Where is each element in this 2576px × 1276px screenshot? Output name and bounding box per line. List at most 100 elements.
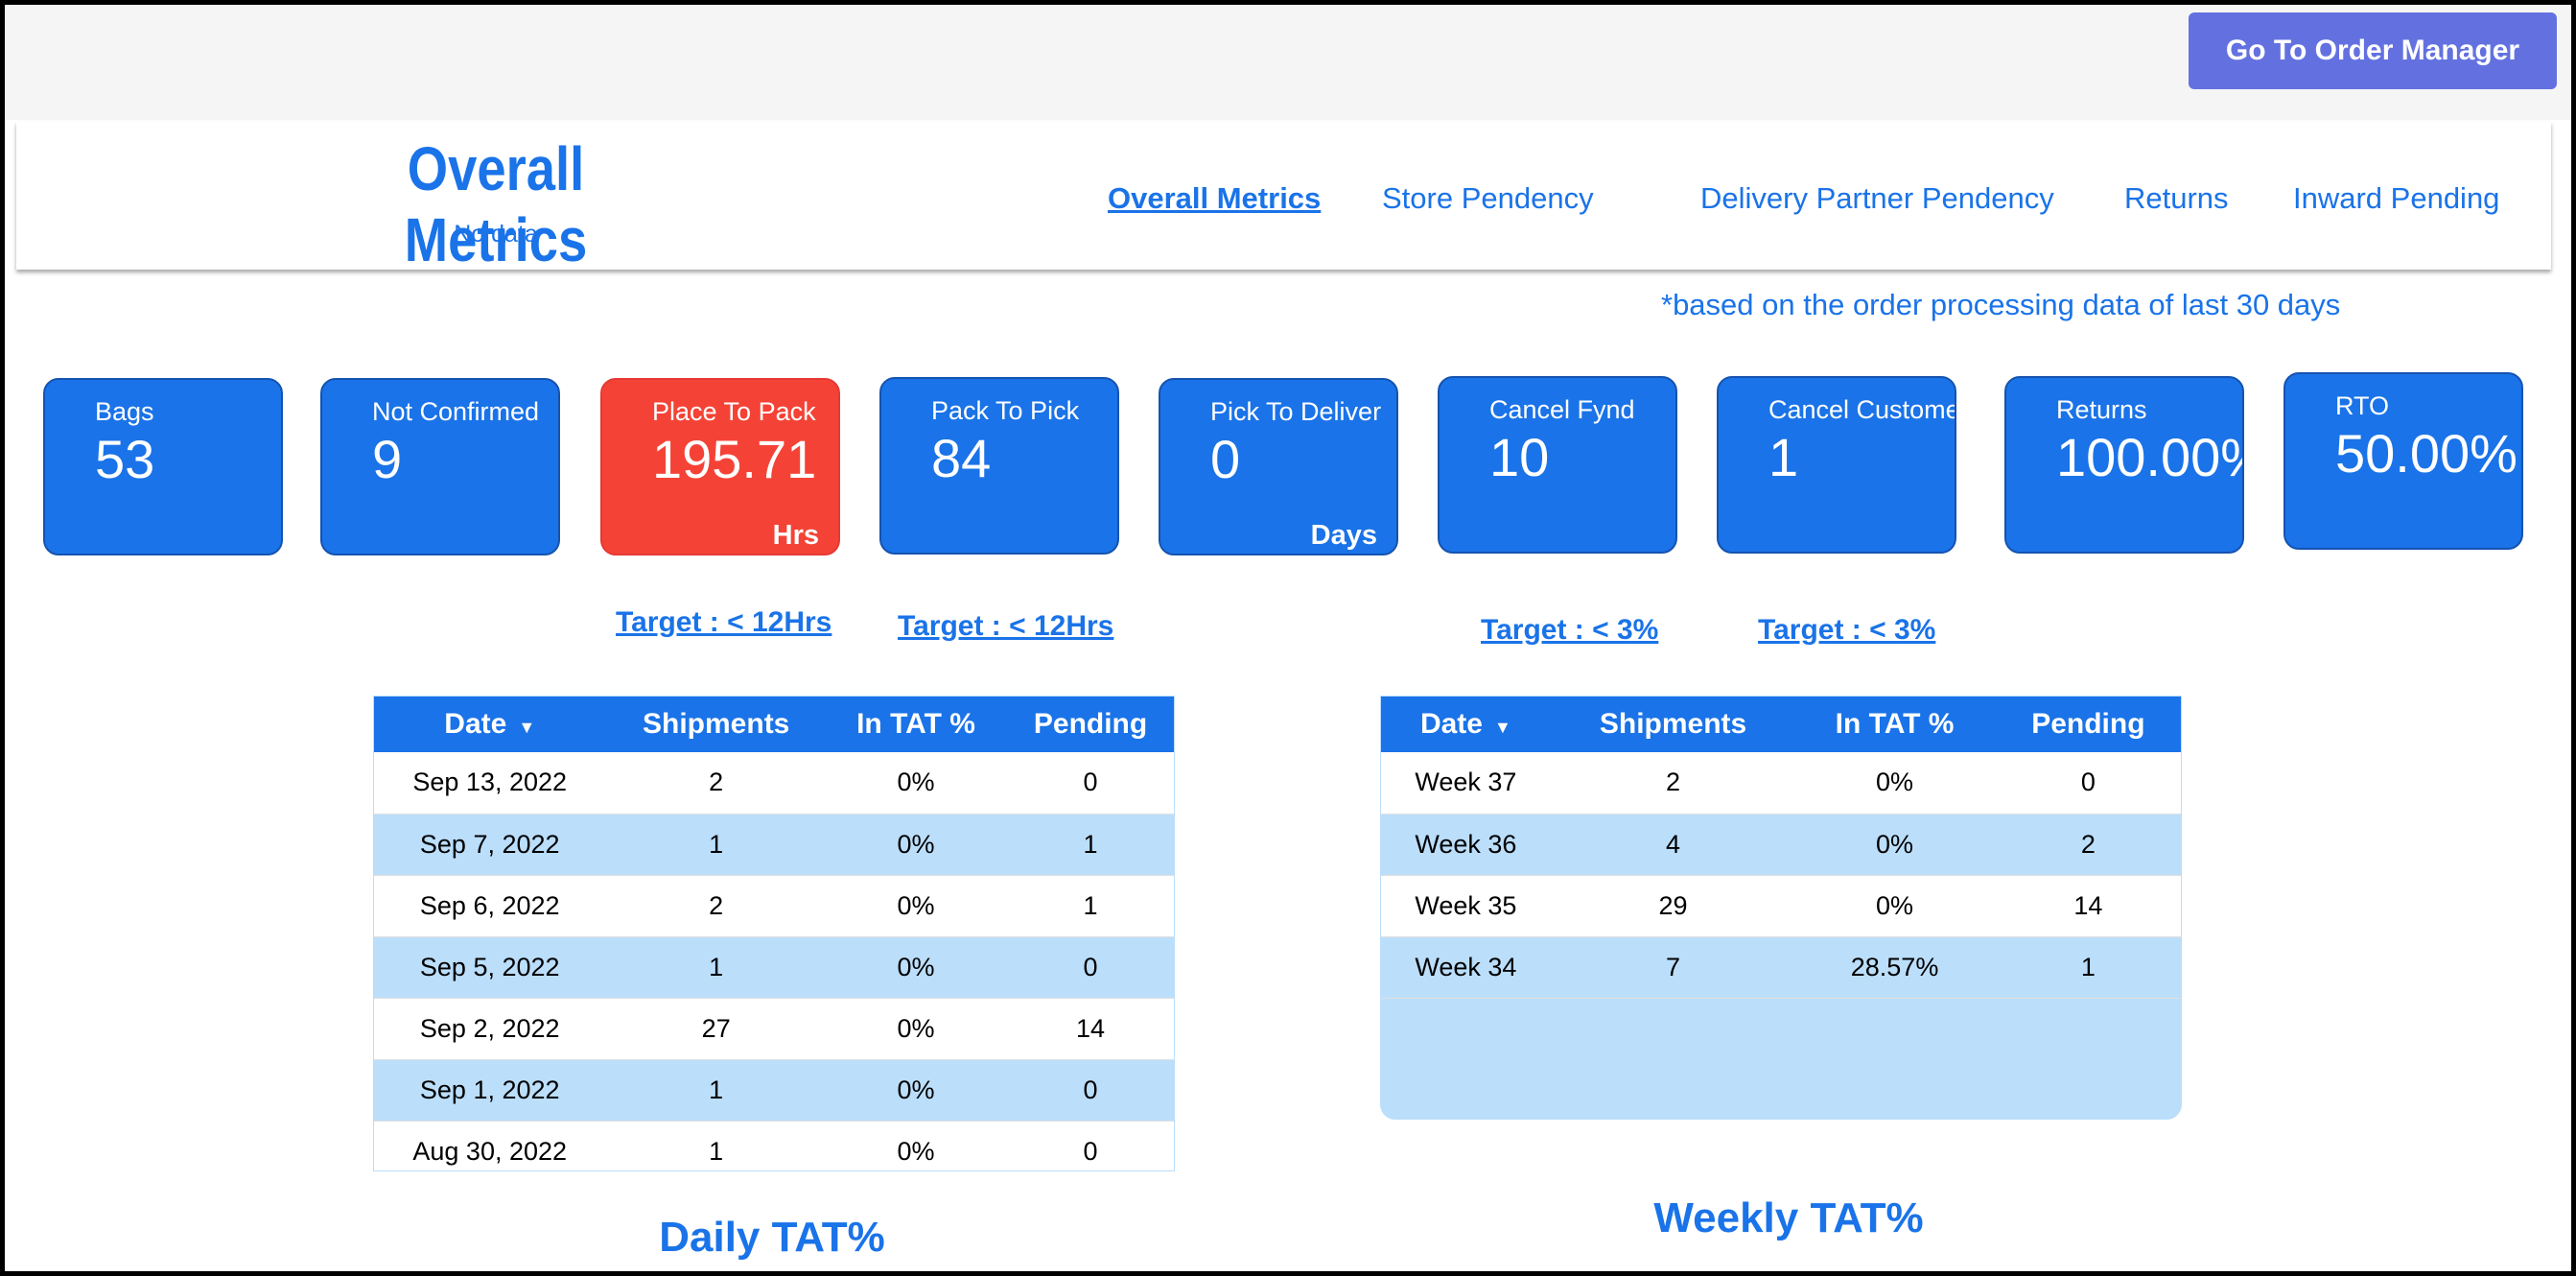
kpi-not-confirmed: Not Confirmed 9: [320, 378, 560, 555]
cell-shipments: 2: [1550, 752, 1796, 815]
target-pack-to-pick[interactable]: Target : < 12Hrs: [898, 610, 1114, 642]
table-row: Sep 7, 2022 1 0% 1: [374, 814, 1174, 876]
cell-pending: 1: [1005, 814, 1174, 876]
column-header-shipments[interactable]: Shipments: [1550, 697, 1796, 752]
go-to-order-manager-button[interactable]: Go To Order Manager: [2189, 12, 2557, 89]
column-header-pending[interactable]: Pending: [1005, 697, 1174, 752]
daily-tat-table-container: Date ▼ Shipments In TAT % Pending Sep 13,…: [373, 696, 1175, 1171]
cell-in-tat: 0%: [826, 752, 1006, 815]
cell-date: Sep 7, 2022: [374, 814, 606, 876]
column-header-pending[interactable]: Pending: [1993, 697, 2181, 752]
kpi-bags: Bags 53: [43, 378, 283, 555]
kpi-value: 9: [372, 429, 403, 489]
cell-pending: 0: [1993, 752, 2181, 815]
kpi-unit: Hrs: [772, 520, 819, 551]
table-row: Sep 5, 2022 1 0% 0: [374, 936, 1174, 999]
kpi-value: 195.71: [652, 429, 817, 489]
cell-shipments: 29: [1550, 875, 1796, 937]
table-row: Week 36 4 0% 2: [1381, 814, 2181, 876]
cell-in-tat: 0%: [826, 814, 1006, 876]
kpi-value: 100.00%: [2056, 427, 2242, 487]
cell-shipments: 1: [605, 814, 827, 876]
cell-shipments: 4: [1550, 814, 1796, 876]
page-title: Overall Metrics: [404, 134, 588, 274]
column-header-shipments[interactable]: Shipments: [605, 697, 827, 752]
cell-pending: 0: [1005, 1121, 1174, 1170]
kpi-value: 0: [1210, 429, 1241, 489]
cell-date: Sep 1, 2022: [374, 1059, 606, 1122]
nav-store-pendency[interactable]: Store Pendency: [1382, 181, 1594, 215]
cell-shipments: 2: [605, 875, 827, 937]
cell-pending: 1: [1993, 936, 2181, 999]
cell-pending: 0: [1005, 1059, 1174, 1122]
table-row: Sep 13, 2022 2 0% 0: [374, 752, 1174, 815]
nav-overall-metrics[interactable]: Overall Metrics: [1108, 181, 1322, 215]
sort-desc-icon[interactable]: ▼: [1493, 718, 1511, 737]
cell-week: Week 34: [1381, 936, 1551, 999]
table-header-row: Date ▼ Shipments In TAT % Pending: [1381, 697, 2181, 752]
cell-pending: 1: [1005, 875, 1174, 937]
target-cancel-customer[interactable]: Target : < 3%: [1758, 614, 1936, 646]
cell-pending: 0: [1005, 936, 1174, 999]
cell-shipments: 1: [605, 936, 827, 999]
cell-in-tat: 0%: [826, 1059, 1006, 1122]
target-place-to-pack[interactable]: Target : < 12Hrs: [616, 606, 832, 638]
cell-shipments: 2: [605, 752, 827, 815]
cell-shipments: 1: [605, 1121, 827, 1170]
cell-date: Sep 2, 2022: [374, 998, 606, 1060]
cell-in-tat: 0%: [826, 1121, 1006, 1170]
weekly-tat-title: Weekly TAT%: [1653, 1194, 1924, 1241]
cell-week: Week 36: [1381, 814, 1551, 876]
weekly-tat-table: Date ▼ Shipments In TAT % Pending Week 37…: [1381, 697, 2181, 999]
kpi-cancel-customer: Cancel Customer 1: [1717, 376, 1956, 554]
cell-in-tat: 0%: [826, 936, 1006, 999]
column-header-date[interactable]: Date ▼: [374, 697, 606, 752]
kpi-label: Not Confirmed: [372, 397, 540, 426]
kpi-place-to-pack: Place To Pack 195.71 Hrs: [600, 378, 840, 555]
kpi-value: 10: [1489, 427, 1550, 487]
kpi-cancel-fynd: Cancel Fynd 10: [1438, 376, 1677, 554]
kpi-unit: Days: [1310, 520, 1377, 551]
kpi-returns: Returns 100.00%: [2004, 376, 2244, 554]
nav-delivery-partner-pendency[interactable]: Delivery Partner Pendency: [1700, 181, 2054, 215]
top-bar: Go To Order Manager: [5, 5, 2571, 120]
daily-tat-table: Date ▼ Shipments In TAT % Pending Sep 13,…: [374, 697, 1174, 1170]
cell-pending: 14: [1005, 998, 1174, 1060]
weekly-tat-table-container: Date ▼ Shipments In TAT % Pending Week 37…: [1380, 696, 2182, 1120]
kpi-label: Pack To Pick: [931, 396, 1080, 425]
cell-pending: 14: [1993, 875, 2181, 937]
kpi-label: Returns: [2056, 395, 2147, 424]
cell-shipments: 7: [1550, 936, 1796, 999]
column-header-date[interactable]: Date ▼: [1381, 697, 1551, 752]
cell-shipments: 1: [605, 1059, 827, 1122]
kpi-label: Cancel Fynd: [1489, 395, 1635, 424]
table-header-row: Date ▼ Shipments In TAT % Pending: [374, 697, 1174, 752]
nav-returns[interactable]: Returns: [2124, 181, 2229, 215]
table-row: Week 37 2 0% 0: [1381, 752, 2181, 815]
kpi-rto: RTO 50.00%: [2283, 372, 2523, 550]
cell-date: Sep 6, 2022: [374, 875, 606, 937]
target-cancel-fynd[interactable]: Target : < 3%: [1481, 614, 1659, 646]
cell-pending: 2: [1993, 814, 2181, 876]
cell-shipments: 27: [605, 998, 827, 1060]
cell-date: Sep 13, 2022: [374, 752, 606, 815]
kpi-value: 84: [931, 428, 992, 488]
table-row: Sep 1, 2022 1 0% 0: [374, 1059, 1174, 1122]
cell-date: Aug 30, 2022: [374, 1121, 606, 1170]
kpi-value: 1: [1768, 427, 1799, 487]
kpi-label: RTO: [2335, 391, 2390, 420]
kpi-label: Bags: [95, 397, 154, 426]
cell-in-tat: 0%: [1795, 752, 1994, 815]
cell-in-tat: 0%: [1795, 814, 1994, 876]
sort-desc-icon[interactable]: ▼: [518, 718, 536, 737]
kpi-value: 53: [95, 429, 155, 489]
cell-in-tat: 0%: [1795, 875, 1994, 937]
table-row: Sep 6, 2022 2 0% 1: [374, 875, 1174, 937]
nav-inward-pending[interactable]: Inward Pending: [2293, 181, 2500, 215]
kpi-pick-to-deliver: Pick To Deliver 0 Days: [1159, 378, 1398, 555]
column-header-in-tat[interactable]: In TAT %: [1795, 697, 1994, 752]
daily-tat-title: Daily TAT%: [659, 1214, 885, 1261]
cell-date: Sep 5, 2022: [374, 936, 606, 999]
column-header-in-tat[interactable]: In TAT %: [826, 697, 1006, 752]
kpi-label: Pick To Deliver: [1210, 397, 1382, 426]
